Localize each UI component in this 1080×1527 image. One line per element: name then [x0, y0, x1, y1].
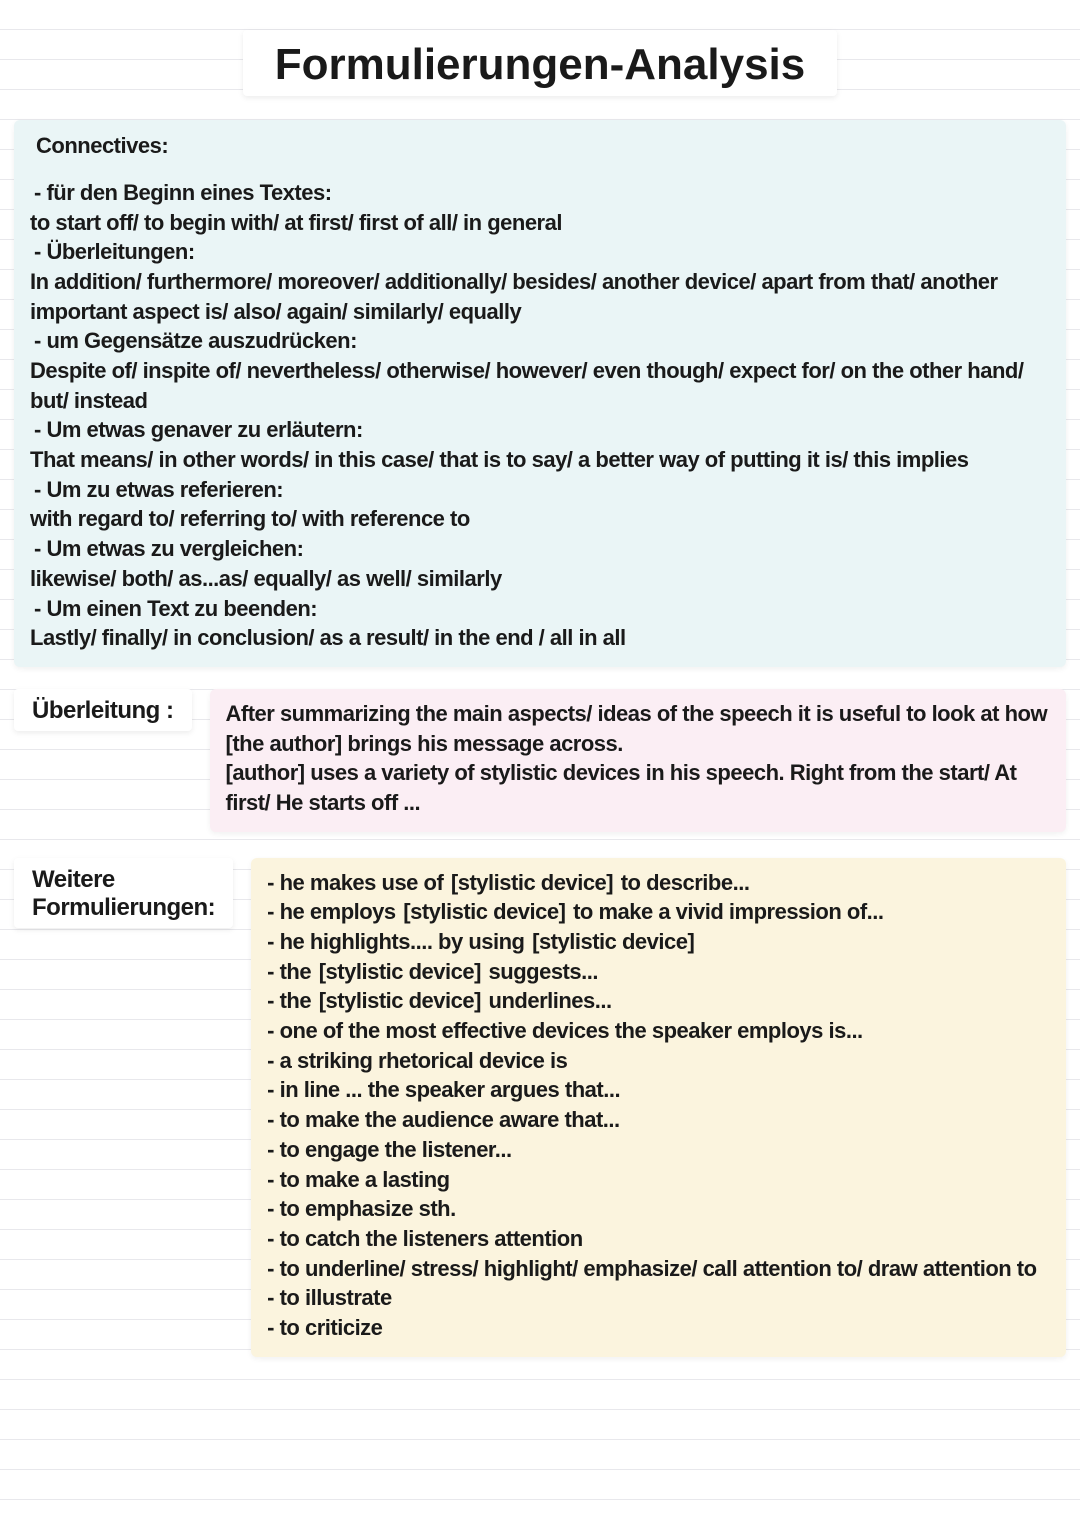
page-title: Formulierungen-Analysis: [269, 42, 812, 88]
title-wrap: Formulierungen-Analysis: [0, 0, 1080, 96]
connectives-body: - für den Beginn eines Textes:to start o…: [30, 178, 1050, 653]
connectives-subheading: - um Gegensätze auszudrücken:: [30, 326, 361, 356]
weitere-line: - one of the most effective devices the …: [267, 1016, 1050, 1046]
title-card: Formulierungen-Analysis: [243, 30, 838, 96]
connectives-line: with regard to/ referring to/ with refer…: [30, 504, 1050, 534]
connectives-subheading: - Um etwas genaver zu erläutern:: [30, 415, 367, 445]
connectives-card: Connectives: - für den Beginn eines Text…: [14, 120, 1066, 667]
weitere-card: - he makes use of [stylistic device] to …: [251, 858, 1066, 1357]
stylistic-device-highlight: [stylistic device]: [401, 897, 567, 927]
weitere-line: - he makes use of [stylistic device] to …: [267, 868, 1050, 898]
weitere-label-card: Weitere Formulierungen:: [14, 858, 233, 928]
weitere-label-line1: Weitere: [28, 866, 119, 894]
stylistic-device-highlight: [stylistic device]: [530, 927, 696, 957]
weitere-line: - to emphasize sth.: [267, 1194, 1050, 1224]
connectives-line: Lastly/ finally/ in conclusion/ as a res…: [30, 623, 1050, 653]
ueberleitung-row: Überleitung : After summarizing the main…: [14, 689, 1066, 832]
connectives-subheading: - Um zu etwas referieren:: [30, 475, 287, 505]
connectives-subheading: - für den Beginn eines Textes:: [30, 178, 336, 208]
weitere-line: - to make a lasting: [267, 1165, 1050, 1195]
page: Formulierungen-Analysis Connectives: - f…: [0, 0, 1080, 1357]
weitere-row: Weitere Formulierungen: - he makes use o…: [14, 858, 1066, 1357]
weitere-line: - a striking rhetorical device is: [267, 1046, 1050, 1076]
ueberleitung-label-card: Überleitung :: [14, 689, 192, 731]
connectives-line: to start off/ to begin with/ at first/ f…: [30, 208, 1050, 238]
connectives-line: That means/ in other words/ in this case…: [30, 445, 1050, 475]
connectives-subheading: - Um einen Text zu beenden:: [30, 594, 321, 624]
connectives-subheading: - Um etwas zu vergleichen:: [30, 534, 307, 564]
connectives-heading: Connectives:: [30, 130, 174, 162]
weitere-line: - in line ... the speaker argues that...: [267, 1075, 1050, 1105]
weitere-line: - to engage the listener...: [267, 1135, 1050, 1165]
ueberleitung-label: Überleitung :: [28, 697, 178, 725]
weitere-label-line2: Formulierungen:: [28, 894, 219, 922]
weitere-line: - the [stylistic device] suggests...: [267, 957, 1050, 987]
ueberleitung-card: After summarizing the main aspects/ idea…: [210, 689, 1067, 832]
connectives-line: Despite of/ inspite of/ nevertheless/ ot…: [30, 356, 1050, 415]
weitere-line: - to catch the listeners attention: [267, 1224, 1050, 1254]
stylistic-device-highlight: [stylistic device]: [317, 957, 483, 987]
weitere-line: - he highlights.... by using [stylistic …: [267, 927, 1050, 957]
weitere-line: - to underline/ stress/ highlight/ empha…: [267, 1254, 1050, 1284]
weitere-line: - to make the audience aware that...: [267, 1105, 1050, 1135]
weitere-body: - he makes use of [stylistic device] to …: [267, 868, 1050, 1343]
ueberleitung-body: After summarizing the main aspects/ idea…: [226, 699, 1051, 818]
connectives-subheading: - Überleitungen:: [30, 237, 199, 267]
weitere-line: - he employs [stylistic device] to make …: [267, 897, 1050, 927]
weitere-line: - the [stylistic device] underlines...: [267, 986, 1050, 1016]
stylistic-device-highlight: [stylistic device]: [449, 868, 615, 898]
stylistic-device-highlight: [stylistic device]: [317, 986, 483, 1016]
connectives-line: In addition/ furthermore/ moreover/ addi…: [30, 267, 1050, 326]
weitere-line: - to illustrate: [267, 1283, 1050, 1313]
connectives-line: likewise/ both/ as...as/ equally/ as wel…: [30, 564, 1050, 594]
weitere-line: - to criticize: [267, 1313, 1050, 1343]
